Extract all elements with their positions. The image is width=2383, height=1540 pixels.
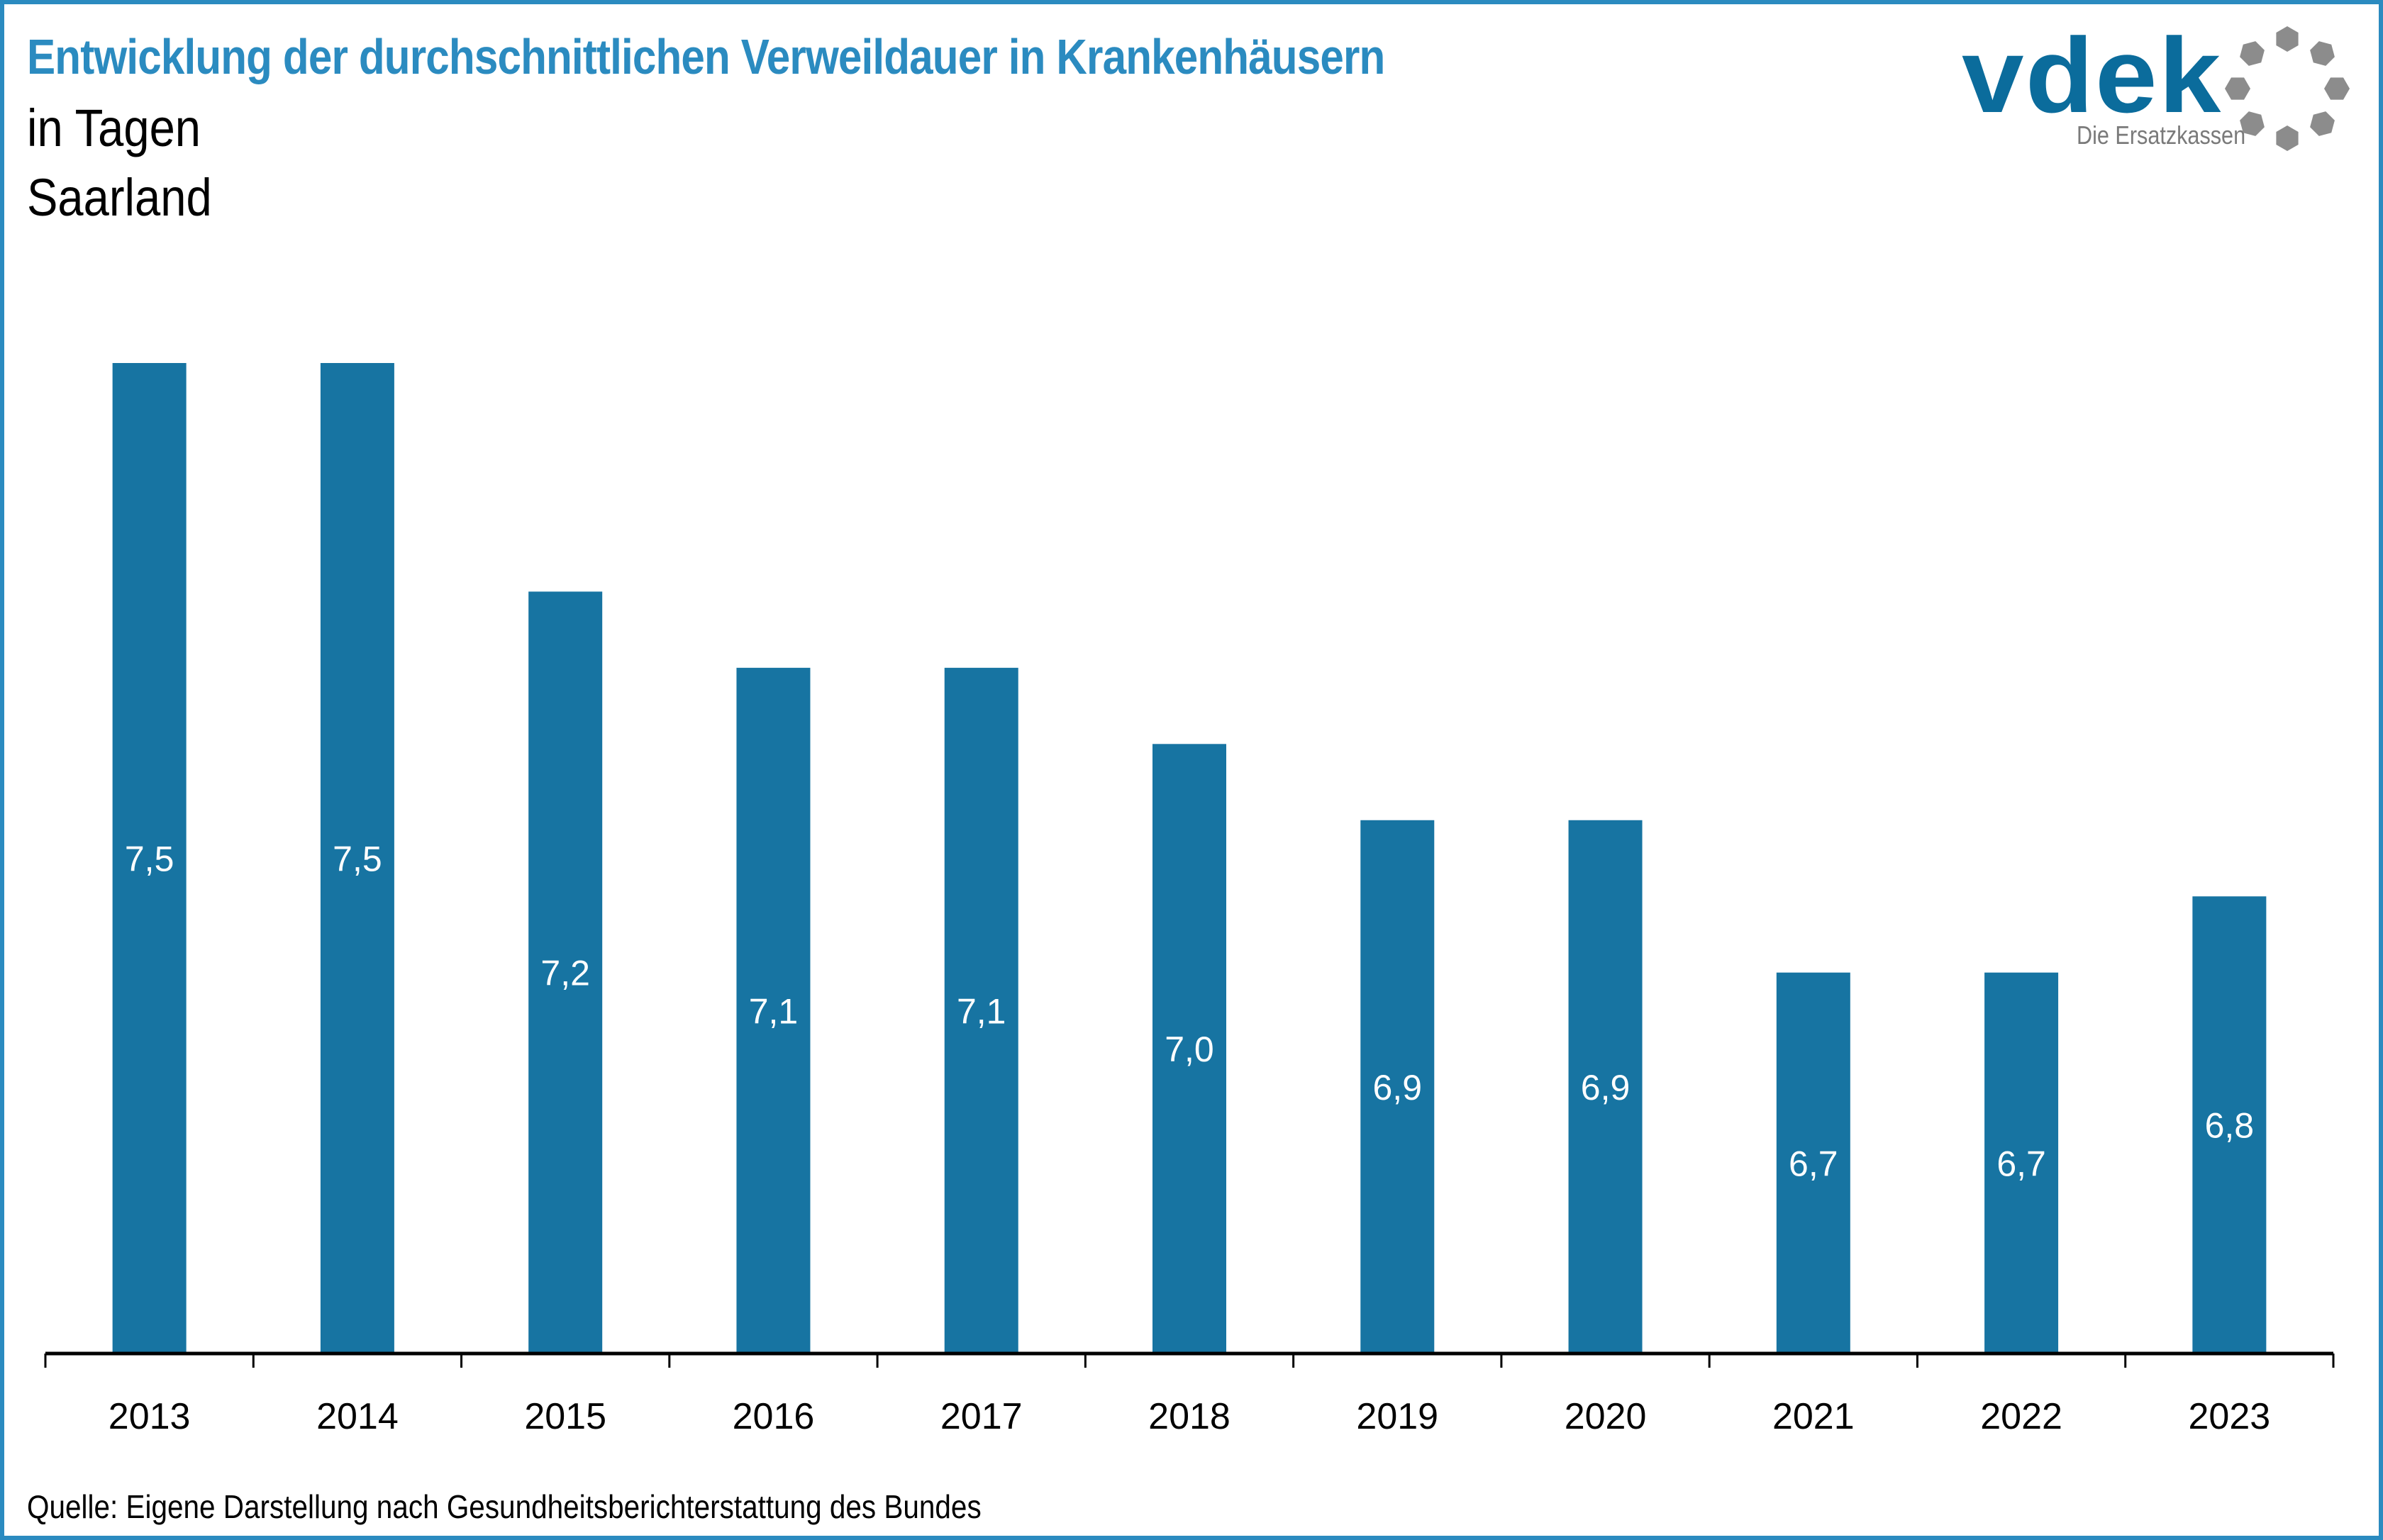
x-tick-label-2020: 2020: [1565, 1396, 1647, 1437]
bar-2013: [112, 363, 187, 1354]
x-tick-label-2019: 2019: [1356, 1396, 1438, 1437]
source-note: Quelle: Eigene Darstellung nach Gesundhe…: [27, 1488, 982, 1525]
x-tick-label-2016: 2016: [733, 1396, 815, 1437]
x-axis-ticks-group: [44, 1354, 2335, 1368]
x-tick-label-2021: 2021: [1772, 1396, 1855, 1437]
chart-title: Entwicklung der durchschnittlichen Verwe…: [27, 29, 1385, 84]
logo-wordmark: vdek: [1962, 16, 2223, 135]
bar-2017: [944, 667, 1018, 1354]
value-label-2019: 6,9: [1373, 1068, 1423, 1107]
x-tick-label-2022: 2022: [1980, 1396, 2062, 1437]
value-label-2013: 7,5: [125, 839, 174, 879]
x-tick-label-2017: 2017: [940, 1396, 1023, 1437]
value-label-2017: 7,1: [957, 991, 1006, 1031]
logo-ring-dot: [2324, 77, 2350, 100]
value-label-2016: 7,1: [749, 991, 799, 1031]
logo-ring-dot: [2310, 41, 2335, 66]
value-label-2023: 6,8: [2205, 1106, 2255, 1146]
logo-ring-dot: [2276, 125, 2299, 151]
value-label-2022: 6,7: [1996, 1144, 2046, 1183]
bar-2023: [2192, 896, 2267, 1354]
value-label-2018: 7,0: [1165, 1030, 1214, 1069]
chart-subtitle-region: Saarland: [27, 168, 212, 227]
value-label-2015: 7,2: [540, 954, 590, 993]
logo-ring-dot: [2240, 111, 2265, 136]
logo-ring-dot: [2276, 26, 2299, 52]
bars-group: [112, 363, 2267, 1354]
x-tick-label-2015: 2015: [524, 1396, 606, 1437]
bar-2020: [1568, 820, 1643, 1354]
vdek-logo: vdek Die Ersatzkassen: [1957, 16, 2355, 156]
value-label-2020: 6,9: [1581, 1068, 1631, 1107]
bar-2019: [1360, 820, 1435, 1354]
logo-ring-dot: [2225, 77, 2250, 100]
logo-tagline: Die Ersatzkassen: [2077, 121, 2246, 150]
chart-subtitle-unit: in Tagen: [27, 99, 201, 157]
bar-2022: [1984, 972, 2059, 1354]
logo-ring-dot: [2310, 111, 2335, 136]
bar-2015: [528, 591, 603, 1354]
bar-2021: [1776, 972, 1850, 1354]
x-axis-tick-labels-group: 2013 2014 2015 2016 2017 2018 2019 2020 2021 2022…: [109, 1396, 2270, 1437]
x-tick-label-2018: 2018: [1148, 1396, 1231, 1437]
x-tick-label-2014: 2014: [316, 1396, 399, 1437]
dot-ring-icon: [2225, 26, 2350, 151]
logo-ring-dot: [2240, 41, 2265, 66]
x-tick-label-2013: 2013: [109, 1396, 191, 1437]
bar-2016: [736, 667, 811, 1354]
bar-2014: [320, 363, 394, 1354]
value-label-2021: 6,7: [1789, 1144, 1838, 1183]
value-labels-group: 7,5 7,5 7,2 7,1 7,1 7,0 6,9 6,9 6,7 6,7 6,8: [125, 839, 2254, 1184]
bar-2018: [1152, 744, 1226, 1354]
x-tick-label-2023: 2023: [2189, 1396, 2271, 1437]
value-label-2014: 7,5: [333, 839, 382, 879]
